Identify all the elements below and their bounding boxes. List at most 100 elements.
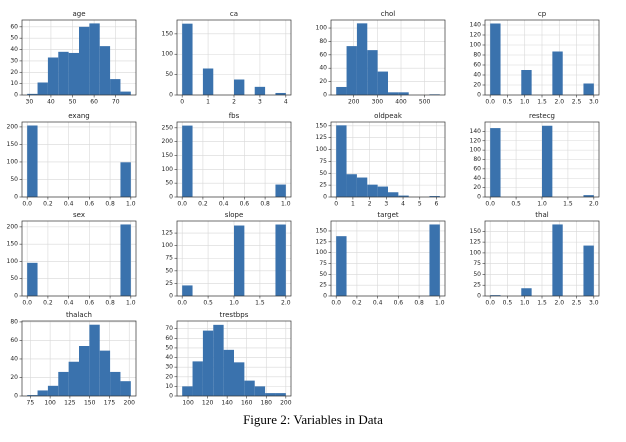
y-tick-label: 40 xyxy=(473,175,481,182)
y-tick-label: 100 xyxy=(162,242,174,249)
y-tick-label: 50 xyxy=(165,71,173,78)
bar xyxy=(234,362,245,396)
y-tick-label: 80 xyxy=(473,156,481,163)
y-tick-label: 120 xyxy=(470,137,482,144)
y-tick-label: 140 xyxy=(470,22,482,29)
bar xyxy=(79,346,90,396)
y-tick-label: 0 xyxy=(169,194,173,201)
x-tick-label: 3.0 xyxy=(589,99,599,106)
bar xyxy=(490,295,501,296)
x-tick-label: 75 xyxy=(27,400,35,407)
x-tick-label: 2.0 xyxy=(589,201,599,208)
chart-title: thal xyxy=(535,211,548,219)
bar xyxy=(223,349,234,396)
bar xyxy=(336,236,347,296)
x-tick-label: 0.0 xyxy=(22,201,32,208)
x-tick-label: 2 xyxy=(232,99,236,106)
bar xyxy=(202,330,214,396)
y-tick-label: 150 xyxy=(316,122,328,129)
chart-title: thalach xyxy=(66,311,92,319)
bar xyxy=(367,50,378,95)
x-tick-label: 30 xyxy=(26,99,34,106)
x-tick-label: 100 xyxy=(44,400,56,407)
x-tick-label: 0 xyxy=(180,99,184,106)
y-tick-label: 140 xyxy=(470,128,482,135)
bar xyxy=(244,380,255,396)
x-tick-label: 0.6 xyxy=(240,201,250,208)
bar xyxy=(367,184,378,197)
y-tick-label: 20 xyxy=(473,82,481,89)
y-tick-label: 100 xyxy=(316,249,328,256)
y-tick-label: 25 xyxy=(319,282,327,289)
x-tick-label: 2.0 xyxy=(554,99,564,106)
x-tick-label: 0.6 xyxy=(85,300,95,307)
y-tick-label: 200 xyxy=(162,138,174,145)
y-tick-label: 125 xyxy=(316,134,328,141)
y-tick-label: 100 xyxy=(316,25,328,32)
x-tick-label: 1 xyxy=(206,99,210,106)
x-tick-label: 0 xyxy=(334,201,338,208)
bar xyxy=(99,350,111,396)
x-tick-label: 1.0 xyxy=(520,300,530,307)
chart-title: sex xyxy=(73,211,85,219)
y-tick-label: 20 xyxy=(10,374,18,381)
x-tick-label: 500 xyxy=(419,99,431,106)
bar xyxy=(110,371,121,396)
y-tick-label: 60 xyxy=(10,23,18,30)
bar xyxy=(275,184,286,197)
x-tick-label: 0.4 xyxy=(64,201,74,208)
axes-frame xyxy=(21,121,137,198)
x-tick-label: 0.0 xyxy=(485,99,495,106)
y-tick-label: 50 xyxy=(319,170,327,177)
bar xyxy=(27,262,38,296)
x-tick-label: 50 xyxy=(69,99,77,106)
bar xyxy=(336,125,347,197)
bar xyxy=(234,79,245,95)
bar xyxy=(120,381,131,396)
y-tick-label: 0 xyxy=(323,92,327,99)
x-tick-label: 4 xyxy=(284,99,288,106)
x-tick-label: 200 xyxy=(124,400,136,407)
y-tick-label: 125 xyxy=(470,239,482,246)
caption: Figure 2: Variables in Data xyxy=(243,412,383,427)
y-tick-label: 100 xyxy=(470,249,482,256)
axes-frame xyxy=(484,19,600,96)
axes-frame xyxy=(330,19,446,96)
bar xyxy=(182,125,193,197)
x-tick-label: 0.8 xyxy=(414,300,424,307)
y-tick-label: 0 xyxy=(477,293,481,300)
bar xyxy=(521,70,532,95)
y-tick-label: 25 xyxy=(473,282,481,289)
y-tick-label: 20 xyxy=(319,78,327,85)
bar xyxy=(275,224,286,296)
x-tick-label: 1.0 xyxy=(126,201,136,208)
y-tick-label: 50 xyxy=(165,267,173,274)
y-tick-label: 20 xyxy=(10,69,18,76)
y-tick-label: 200 xyxy=(7,123,19,130)
bar xyxy=(398,195,409,197)
x-tick-label: 125 xyxy=(64,400,76,407)
x-tick-label: 6 xyxy=(435,201,439,208)
y-tick-label: 10 xyxy=(10,80,18,87)
axes-frame xyxy=(330,121,446,198)
bar xyxy=(99,46,111,95)
bar xyxy=(58,371,69,396)
y-tick-label: 125 xyxy=(316,238,328,245)
bar xyxy=(58,51,69,95)
axes-frame xyxy=(330,220,446,297)
y-tick-label: 125 xyxy=(162,230,174,237)
bar xyxy=(213,324,224,396)
y-tick-label: 60 xyxy=(319,51,327,58)
bar xyxy=(89,23,100,96)
y-tick-label: 50 xyxy=(10,35,18,42)
y-tick-label: 40 xyxy=(10,46,18,53)
y-tick-label: 75 xyxy=(319,158,327,165)
chart-title: ca xyxy=(230,10,238,18)
bar xyxy=(429,196,440,197)
chart-title: oldpeak xyxy=(374,112,403,120)
x-tick-label: 200 xyxy=(280,400,292,407)
bar xyxy=(120,162,131,197)
x-tick-label: 400 xyxy=(395,99,407,106)
axes-frame xyxy=(176,220,292,297)
